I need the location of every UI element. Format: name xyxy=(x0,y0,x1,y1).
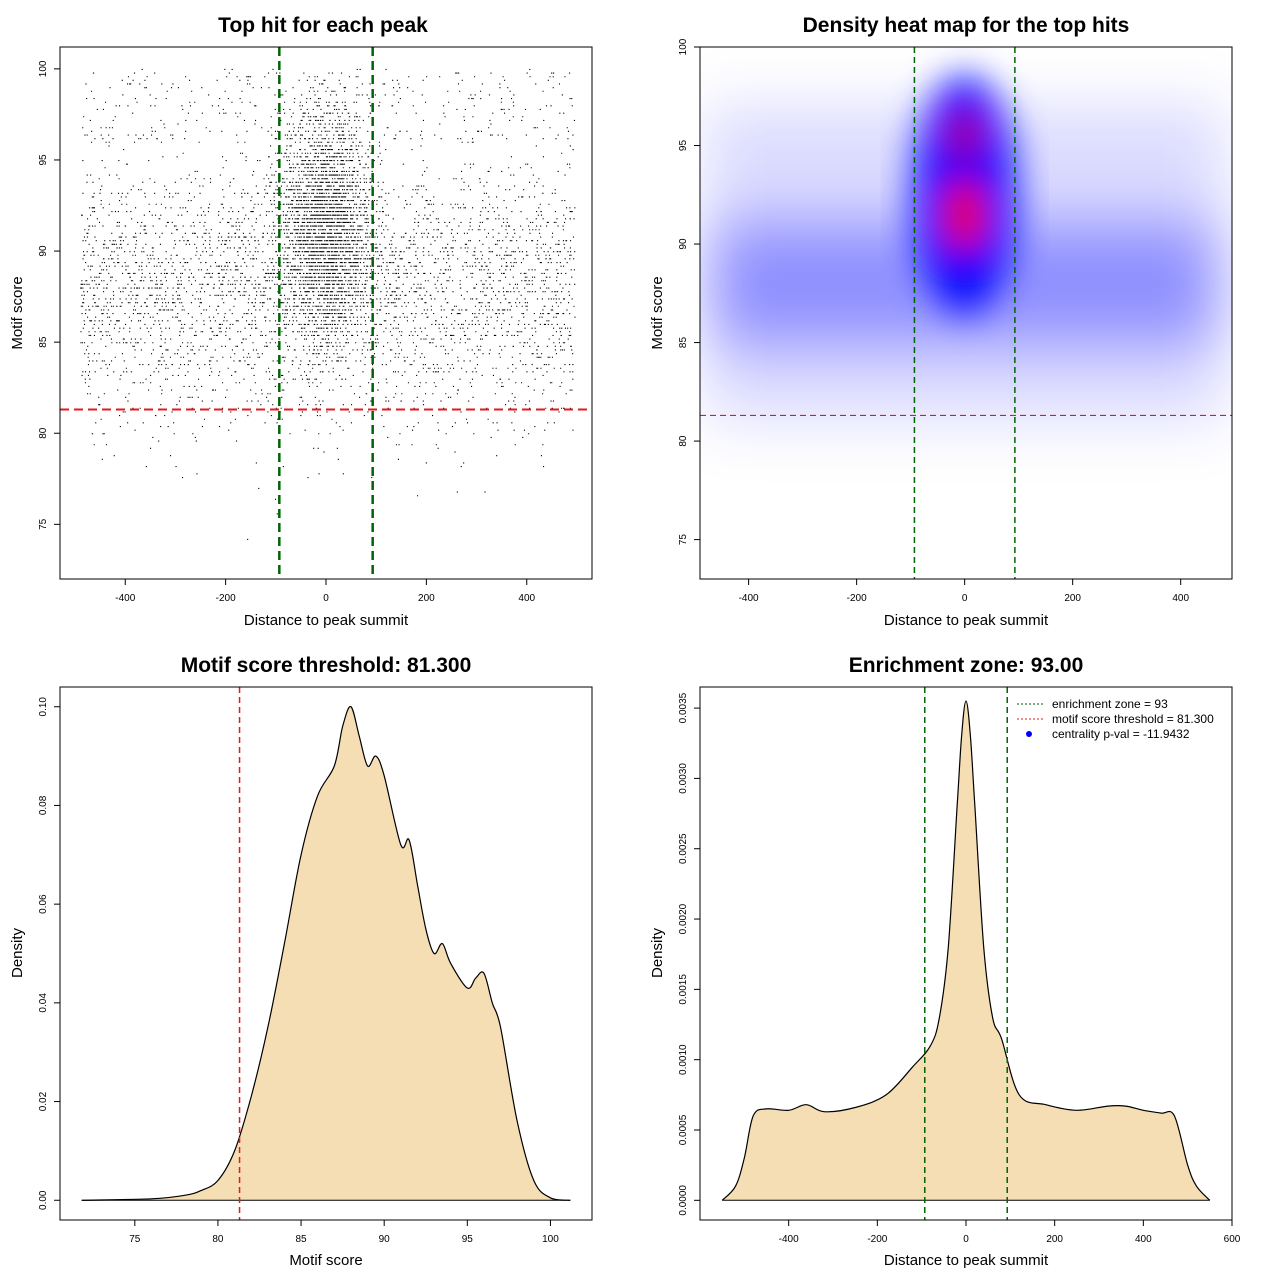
y-tick-label: 90 xyxy=(678,238,689,250)
x-tick-label: 600 xyxy=(1224,1234,1241,1245)
scatter-point-cloud xyxy=(80,68,576,541)
density-curve xyxy=(721,700,1211,1201)
x-tick-label: -200 xyxy=(867,1234,887,1245)
y-tick-label: 0.08 xyxy=(38,795,49,815)
x-tick-label: 0 xyxy=(963,1234,969,1245)
y-tick-label: 80 xyxy=(678,435,689,447)
chart-title: Motif score threshold: 81.300 xyxy=(181,654,472,677)
y-tick-label: 0.0010 xyxy=(678,1044,689,1075)
y-tick-label: 100 xyxy=(678,38,689,55)
y-tick-label: 0.02 xyxy=(38,1091,49,1111)
density-area xyxy=(81,706,571,1201)
x-tick-label: 200 xyxy=(1046,1234,1063,1245)
panel-scatter: Top hit for each peak -400 -200 0 200 400 75… xyxy=(9,14,593,629)
y-tick-label: 0.00 xyxy=(38,1190,49,1210)
y-tick-label: 0.04 xyxy=(38,993,49,1013)
x-tick-label: 85 xyxy=(296,1234,308,1245)
chart-title: Density heat map for the top hits xyxy=(803,14,1130,37)
y-tick-label: 0.0000 xyxy=(678,1185,689,1216)
plot-frame xyxy=(699,46,1233,580)
y-tick-label: 95 xyxy=(38,154,49,166)
x-axis: -400 -200 0 200 400 xyxy=(739,579,1189,604)
y-tick-label: 95 xyxy=(678,140,689,152)
x-tick-label: -200 xyxy=(847,593,867,604)
legend-label: enrichment zone = 93 xyxy=(1052,697,1168,711)
x-axis-label: Distance to peak summit xyxy=(884,1252,1049,1269)
x-axis: 75 80 85 90 95 100 xyxy=(129,1220,559,1245)
y-tick-label: 80 xyxy=(38,427,49,439)
density-fill xyxy=(81,706,571,1201)
y-axis: 0.0000 0.0005 0.0010 0.0015 0.0020 0.0025 0.00… xyxy=(678,692,700,1216)
x-tick-label: -400 xyxy=(739,593,759,604)
y-tick-label: 0.0035 xyxy=(678,692,689,723)
x-tick-label: 200 xyxy=(418,593,435,604)
y-axis: 0.00 0.02 0.04 0.06 0.08 0.10 xyxy=(38,697,60,1210)
heat-peak-density xyxy=(904,69,1025,320)
x-tick-label: -200 xyxy=(216,593,236,604)
x-tick-label: 0 xyxy=(323,593,329,604)
y-axis: 75 80 85 90 95 100 xyxy=(678,38,700,545)
y-tick-label: 0.0015 xyxy=(678,974,689,1005)
x-tick-label: 100 xyxy=(542,1234,559,1245)
x-tick-label: -400 xyxy=(779,1234,799,1245)
density-fill xyxy=(722,701,1210,1201)
x-tick-label: 75 xyxy=(129,1234,141,1245)
x-tick-label: 0 xyxy=(962,593,968,604)
density-area xyxy=(721,700,1211,1201)
y-axis: 75 80 85 90 95 100 xyxy=(38,60,60,530)
x-tick-label: 400 xyxy=(518,593,535,604)
x-axis-label: Motif score xyxy=(289,1252,362,1269)
y-tick-label: 0.0005 xyxy=(678,1114,689,1145)
y-tick-label: 85 xyxy=(678,337,689,349)
y-tick-label: 0.06 xyxy=(38,894,49,914)
y-tick-label: 75 xyxy=(678,534,689,546)
x-axis-label: Distance to peak summit xyxy=(244,612,409,629)
y-axis-label: Motif score xyxy=(9,276,26,349)
x-axis: -400 -200 0 200 400 xyxy=(115,579,536,604)
y-tick-label: 85 xyxy=(38,336,49,348)
reference-lines xyxy=(700,47,1232,579)
legend: enrichment zone = 93 motif score thresho… xyxy=(1017,697,1214,741)
heat-peak-hot-secondary xyxy=(951,113,978,158)
y-tick-label: 0.0020 xyxy=(678,903,689,934)
legend-label: motif score threshold = 81.300 xyxy=(1052,712,1214,726)
y-tick-label: 90 xyxy=(38,245,49,257)
density-curve xyxy=(81,706,571,1201)
x-tick-label: 95 xyxy=(462,1234,474,1245)
x-tick-label: 400 xyxy=(1135,1234,1152,1245)
reference-lines xyxy=(924,687,1008,1220)
y-axis-label: Motif score xyxy=(649,276,666,349)
density-heat xyxy=(700,47,1232,579)
heat-peak-hot xyxy=(946,178,983,251)
y-tick-label: 0.10 xyxy=(38,697,49,717)
x-tick-label: 200 xyxy=(1064,593,1081,604)
y-tick-label: 0.0025 xyxy=(678,833,689,864)
scatter-points xyxy=(80,68,576,541)
y-tick-label: 0.0030 xyxy=(678,763,689,794)
x-tick-label: 80 xyxy=(212,1234,224,1245)
y-axis-label: Density xyxy=(9,927,26,978)
y-axis-label: Density xyxy=(649,927,666,978)
plot-frame xyxy=(59,686,593,1221)
reference-lines xyxy=(60,47,592,579)
y-tick-label: 75 xyxy=(38,518,49,530)
x-tick-label: -400 xyxy=(115,593,135,604)
x-tick-label: 90 xyxy=(379,1234,391,1245)
panel-distance-density: Enrichment zone: 93.00 -400 -200 0 200 400 60… xyxy=(649,654,1241,1269)
x-tick-label: 400 xyxy=(1172,593,1189,604)
plot-frame xyxy=(59,46,593,580)
y-tick-label: 100 xyxy=(38,60,49,77)
chart-title: Top hit for each peak xyxy=(218,14,428,37)
chart-title: Enrichment zone: 93.00 xyxy=(849,654,1084,677)
legend-label: centrality p-val = -11.9432 xyxy=(1052,727,1190,741)
legend-point-centrality xyxy=(1026,731,1032,737)
panel-score-density: Motif score threshold: 81.300 75 80 85 90 95… xyxy=(9,654,593,1269)
x-axis-label: Distance to peak summit xyxy=(884,612,1049,629)
x-axis: -400 -200 0 200 400 600 xyxy=(779,1220,1241,1245)
panel-heatmap: Density heat map for the top hits -400 -2… xyxy=(649,14,1233,629)
